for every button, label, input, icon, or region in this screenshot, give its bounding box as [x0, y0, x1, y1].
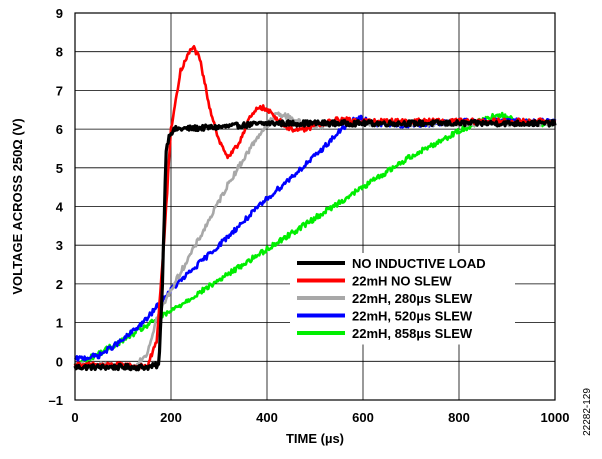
legend-label: 22mH, 280µs SLEW [352, 291, 473, 306]
legend-label: 22mH NO SLEW [352, 274, 452, 289]
x-axis-title: TIME (µs) [286, 431, 344, 446]
y-tick-label: 8 [56, 45, 63, 60]
y-tick-label: 3 [56, 238, 63, 253]
y-axis-title: VOLTAGE ACROSS 250Ω (V) [10, 118, 25, 294]
legend-label: 22mH, 858µs SLEW [352, 326, 473, 341]
series-group [73, 45, 557, 372]
x-tick-label: 200 [160, 410, 182, 425]
y-tick-label: 4 [56, 200, 64, 215]
y-tick-label: 7 [56, 83, 63, 98]
x-axis-ticks: 0 200 400 600 800 1000 [71, 410, 569, 425]
series-line-1 [73, 119, 557, 372]
y-tick-label: 2 [56, 277, 63, 292]
x-tick-label: 0 [71, 410, 78, 425]
y-tick-label: 0 [56, 354, 63, 369]
y-tick-label: 1 [56, 316, 63, 331]
legend-label: NO INDUCTIVE LOAD [352, 256, 486, 271]
legend: NO INDUCTIVE LOAD 22mH NO SLEW 22mH, 280µs… [290, 253, 515, 345]
y-tick-label: 9 [56, 6, 63, 21]
x-tick-label: 800 [448, 410, 470, 425]
x-tick-label: 600 [352, 410, 374, 425]
plot-frame [74, 12, 556, 401]
y-tick-label: 6 [56, 122, 63, 137]
y-axis-ticks: –1 0 1 2 3 4 5 6 7 8 9 [49, 6, 64, 408]
x-tick-label: 1000 [541, 410, 570, 425]
y-tick-label: –1 [49, 393, 63, 408]
legend-label: 22mH, 520µs SLEW [352, 309, 473, 324]
x-tick-label: 400 [256, 410, 278, 425]
figure-id: 22282-129 [582, 388, 593, 436]
y-tick-label: 5 [56, 161, 63, 176]
